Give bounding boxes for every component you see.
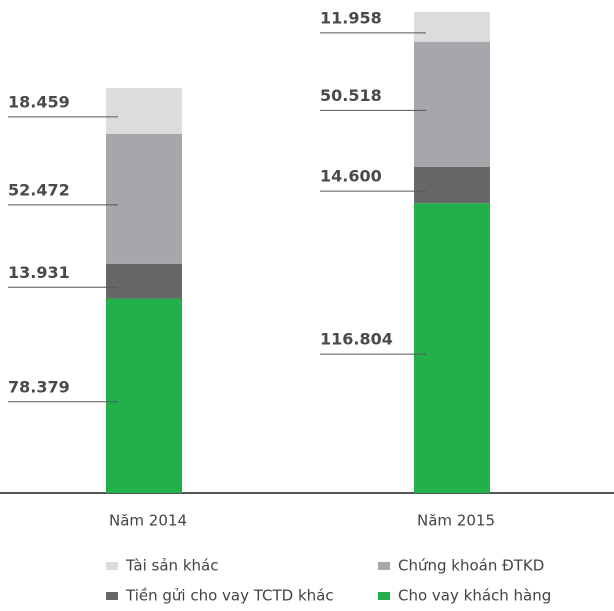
legend-swatch [378,562,390,570]
value-label: 116.804 [320,330,393,349]
value-label: 78.379 [8,377,70,396]
value-label: 13.931 [8,263,70,282]
value-label: 52.472 [8,180,70,199]
bar-segment [414,203,490,493]
legend-label: Tiền gửi cho vay TCTD khác [125,587,334,605]
bar-segment [106,88,182,134]
legend-label: Cho vay khách hàng [398,587,551,605]
value-label: 14.600 [320,167,382,186]
legend-label: Chứng khoán ĐTKD [398,557,544,575]
bar-segment [106,133,182,264]
bar-segment [414,166,490,204]
legend-swatch [106,562,118,570]
bar-segment [414,41,490,167]
x-tick-label: Năm 2014 [109,512,187,530]
bar-segment [106,263,182,299]
bar-segment [414,11,490,42]
bar-segment [106,298,182,493]
legend-swatch [378,592,390,600]
x-tick-label: Năm 2015 [417,512,495,530]
value-label: 18.459 [8,92,70,111]
value-label: 50.518 [320,86,382,105]
value-label: 11.958 [320,8,382,27]
legend-swatch [106,592,118,600]
legend-label: Tài sản khác [125,557,218,575]
